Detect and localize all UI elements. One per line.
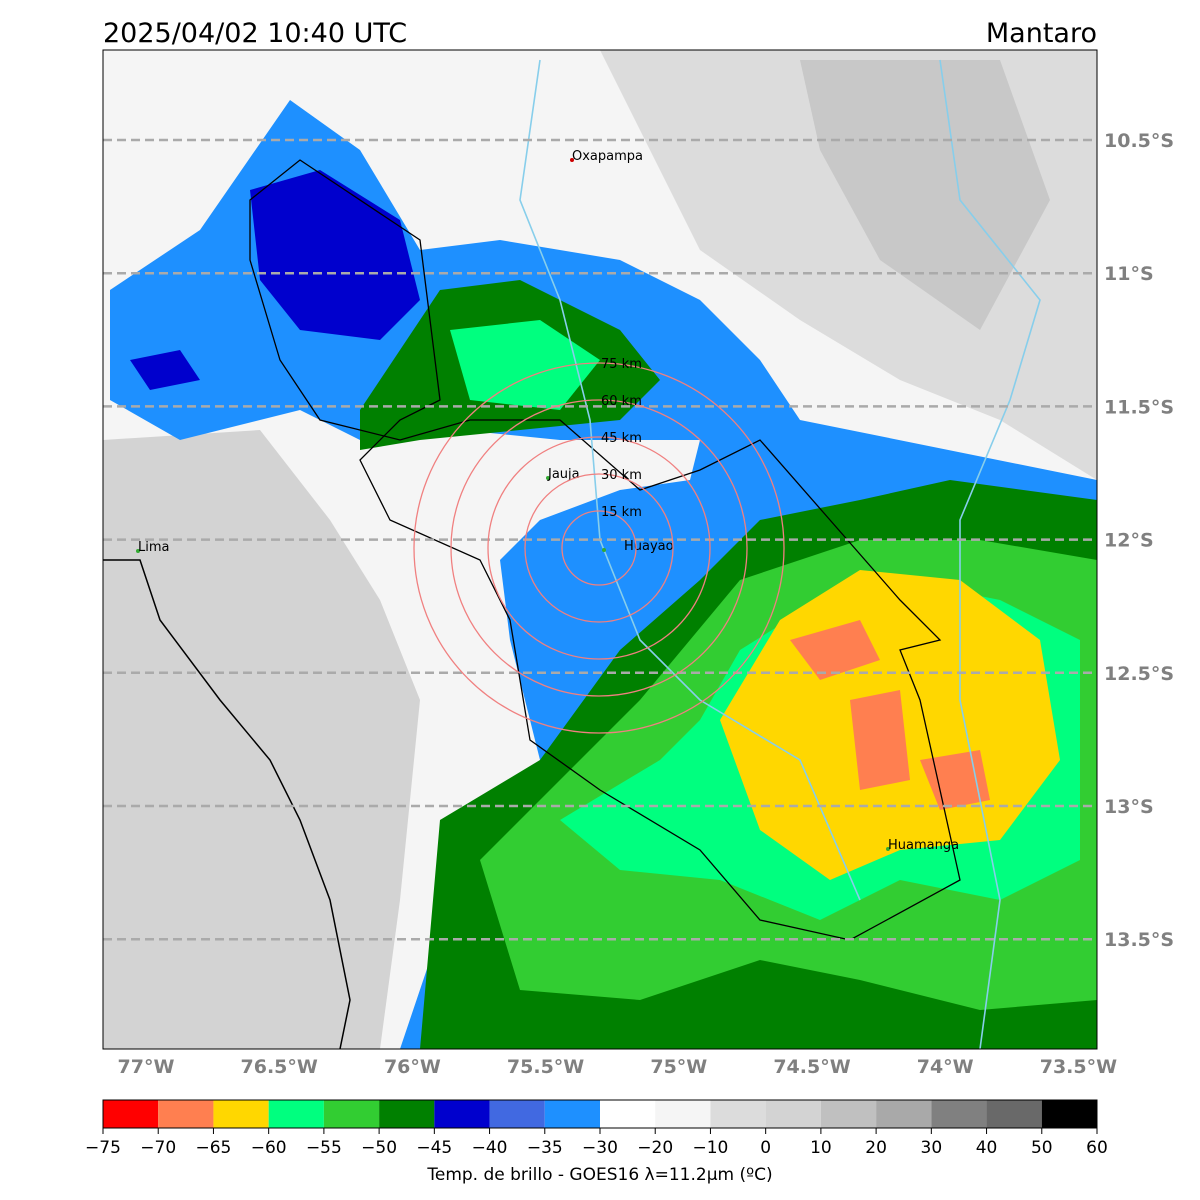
- colorbar-segment: [323, 1100, 380, 1128]
- city-marker: [886, 847, 890, 851]
- region-name: Mantaro: [986, 18, 1097, 49]
- colorbar-segment: [379, 1100, 435, 1128]
- lat-label: 13°S: [1104, 796, 1154, 818]
- ring-label: 75 km: [601, 357, 642, 372]
- graticule: 10.5°S 11°S 11.5°S 12°S 12.5°S 13°S 13.5°S 77°W…: [103, 130, 1174, 1078]
- lat-label: 13.5°S: [1104, 929, 1174, 951]
- colorbar-segment: [213, 1100, 269, 1128]
- colorbar-tick-label: −75: [85, 1138, 121, 1158]
- colorbar-tick-label: 40: [976, 1138, 998, 1158]
- colorbar-tick-label: 60: [1086, 1138, 1108, 1158]
- colorbar-tick-label: −40: [472, 1138, 508, 1158]
- lon-label: 77°W: [118, 1056, 175, 1078]
- colorbar-tick-label: 30: [921, 1138, 943, 1158]
- lon-label: 76.5°W: [241, 1056, 318, 1078]
- colorbar-tick-label: −50: [361, 1138, 397, 1158]
- range-ring: [524, 473, 674, 623]
- colorbar-segment: [158, 1100, 214, 1128]
- range-ring: [413, 362, 785, 734]
- lon-label: 76°W: [384, 1056, 441, 1078]
- ring-label: 45 km: [601, 431, 642, 446]
- lon-label: 74°W: [917, 1056, 974, 1078]
- colorbar-segment: [544, 1100, 600, 1128]
- lat-label: 10.5°S: [1104, 130, 1174, 152]
- colorbar: −75 −70 −65 −60 −55 −50 −45 −40 −35 −30 −20 −10 0 10 2…: [85, 1099, 1108, 1158]
- colorbar-segment: [600, 1100, 656, 1128]
- lon-label: 74.5°W: [773, 1056, 850, 1078]
- colorbar-tick-label: −60: [251, 1138, 287, 1158]
- range-rings: 15 km 30 km 45 km 60 km 75 km: [413, 357, 785, 734]
- lat-label: 12.5°S: [1104, 663, 1174, 685]
- city-label: Jauja: [547, 467, 580, 482]
- city-marker: [546, 476, 550, 480]
- colorbar-segment: [434, 1100, 490, 1128]
- city-label: Huayao: [624, 539, 674, 554]
- colorbar-tick-label: −55: [306, 1138, 342, 1158]
- colorbar-tick-label: −10: [692, 1138, 728, 1158]
- city-marker: [570, 158, 574, 162]
- colorbar-tick-label: 0: [760, 1138, 771, 1158]
- city-label: Oxapampa: [572, 149, 643, 164]
- city-label: Lima: [138, 540, 169, 555]
- colorbar-segment: [489, 1100, 545, 1128]
- city-marker: [136, 549, 140, 553]
- colorbar-tick-label: 10: [810, 1138, 832, 1158]
- ring-label: 60 km: [601, 394, 642, 409]
- colorbar-segment: [1041, 1100, 1097, 1128]
- lon-label: 73.5°W: [1040, 1056, 1117, 1078]
- title: 2025/04/02 10:40 UTC: [103, 18, 407, 49]
- lat-label: 12°S: [1104, 530, 1154, 552]
- colorbar-segment: [103, 1100, 159, 1128]
- colorbar-tick-label: 20: [865, 1138, 887, 1158]
- ring-label: 15 km: [601, 505, 642, 520]
- colorbar-segment: [765, 1100, 821, 1128]
- colorbar-tick-label: −70: [140, 1138, 176, 1158]
- city-marker: [602, 548, 606, 552]
- lon-label: 75.5°W: [507, 1056, 584, 1078]
- colorbar-segment: [986, 1100, 1042, 1128]
- colorbar-label: Temp. de brillo - GOES16 λ=11.2μm (ºC): [426, 1165, 772, 1185]
- satellite-image: [103, 50, 1097, 1049]
- colorbar-tick-label: −20: [637, 1138, 673, 1158]
- range-ring: [450, 399, 748, 697]
- range-ring: [487, 436, 711, 660]
- colorbar-tick-label: −35: [527, 1138, 563, 1158]
- colorbar-segment: [655, 1100, 711, 1128]
- colorbar-segment: [876, 1100, 932, 1128]
- city-label: Huamanga: [888, 838, 959, 853]
- range-ring: [561, 510, 637, 586]
- ring-label: 30 km: [601, 468, 642, 483]
- lat-label: 11.5°S: [1104, 396, 1174, 418]
- colorbar-tick-label: −65: [195, 1138, 231, 1158]
- colorbar-segment: [710, 1100, 766, 1128]
- colorbar-tick-label: −30: [582, 1138, 618, 1158]
- lon-label: 75°W: [650, 1056, 707, 1078]
- map-frame: [102, 49, 1098, 1050]
- colorbar-segment: [820, 1100, 877, 1128]
- colorbar-tick-label: −45: [416, 1138, 452, 1158]
- colorbar-segment: [268, 1100, 324, 1128]
- colorbar-tick-label: 50: [1031, 1138, 1053, 1158]
- colorbar-segment: [931, 1100, 987, 1128]
- lat-label: 11°S: [1104, 263, 1154, 285]
